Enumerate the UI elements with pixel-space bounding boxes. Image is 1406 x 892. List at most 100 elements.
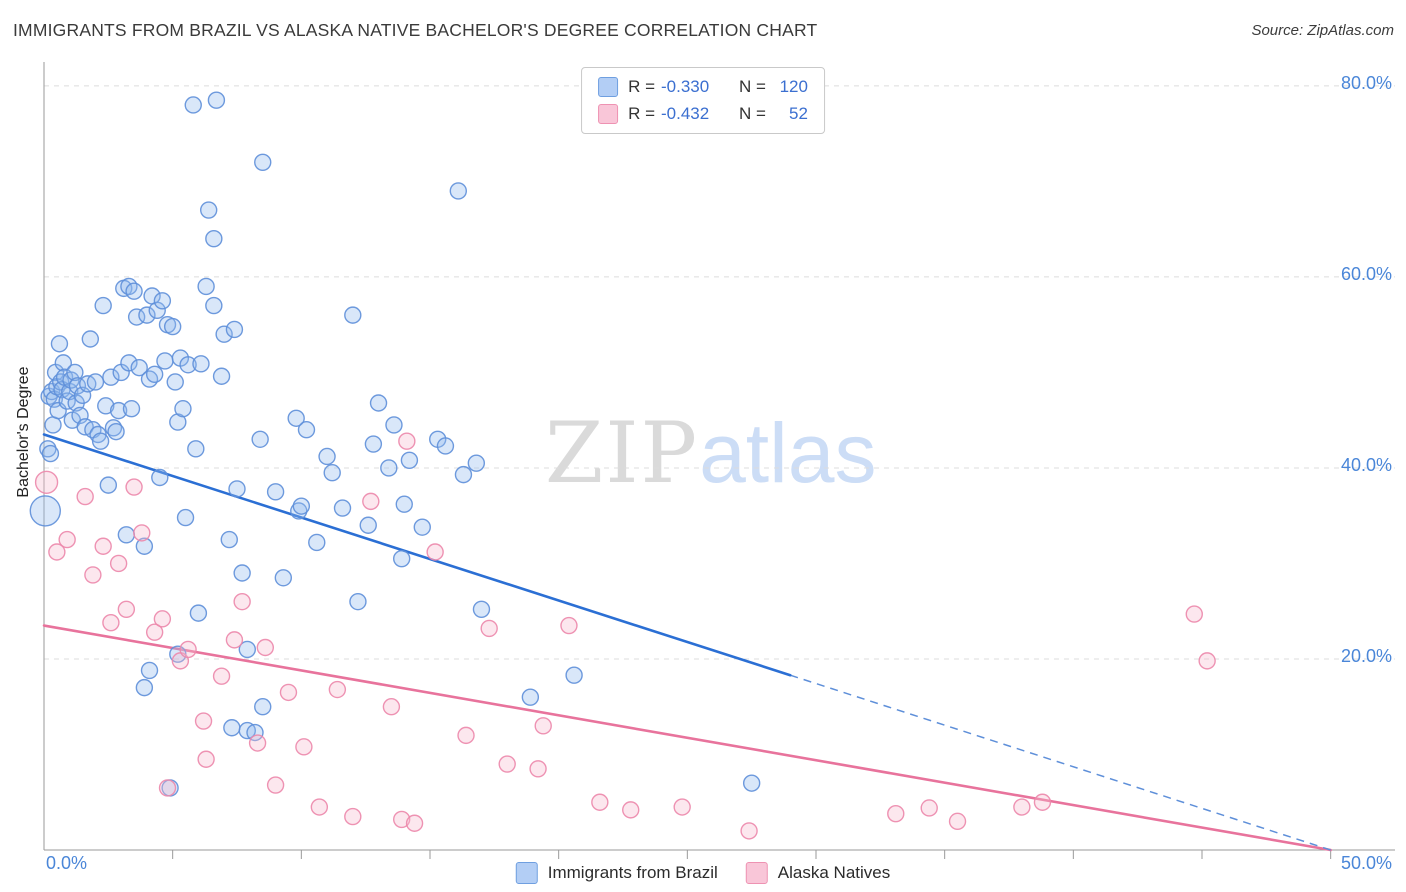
scatter-point-brazil [400,451,419,469]
scatter-point-brazil [207,91,226,109]
n-value: 120 [779,77,808,96]
blue-series-swatch-icon [515,862,538,884]
scatter-point-alaska [102,613,120,632]
scatter-point-brazil [66,363,84,382]
scatter-point-alaska [310,798,329,816]
scatter-point-brazil [130,358,148,377]
scatter-point-alaska [133,524,151,542]
scatter-point-alaska [673,798,691,816]
trend-line-brazil-extension [790,674,1331,851]
legend-item-brazil[interactable]: Immigrants from Brazil [515,862,718,884]
scatter-point-alaska [145,623,164,641]
scatter-point-brazil [344,306,362,324]
scatter-point-alaska [1013,798,1031,816]
scatter-point-brazil [140,370,159,388]
scatter-point-brazil [197,277,215,296]
scatter-point-brazil [205,296,223,315]
scatter-point-alaska [225,631,244,649]
scatter-point-brazil [251,430,269,448]
scatter-point-brazil [140,661,159,680]
scatter-point-brazil [742,774,761,792]
scatter-point-alaska [233,592,251,611]
scatter-point-alaska [426,543,444,561]
scatter-point-alaska [1198,652,1216,670]
scatter-point-brazil [153,292,172,310]
scatter-point-alaska [948,812,967,831]
scatter-point-alaska [158,779,177,797]
scatter-point-alaska [529,760,547,778]
scatter-point-alaska [153,610,172,628]
scatter-point-brazil [380,459,398,477]
scatter-point-brazil [228,480,246,498]
scatter-point-brazil [292,497,311,515]
pink-series-swatch-icon [598,104,619,124]
scatter-point-alaska [382,698,401,716]
scatter-point-brazil [179,356,197,374]
scatter-point-brazil [225,320,244,339]
scatter-point-brazil [135,537,154,555]
scatter-point-brazil [392,549,411,568]
zipatlas-watermark: ZIPatlas [545,404,877,502]
trend-line-brazil [42,433,792,677]
scatter-point-brazil [395,495,413,513]
scatter-point-brazil [413,518,431,536]
scatter-point-brazil [436,437,455,455]
scatter-point-alaska [256,638,275,657]
scatter-point-alaska [94,537,112,555]
scatter-point-alaska [179,640,197,659]
scatter-point-alaska [328,680,347,699]
scatter-point-brazil [449,182,468,200]
scatter-point-alaska [498,755,516,773]
scatter-point-brazil [174,400,192,418]
scatter-point-alaska [117,600,136,619]
scatter-point-alaska [1185,605,1203,623]
scatter-point-brazil [156,352,174,370]
scatter-point-brazil [254,698,272,716]
scatter-point-brazil [166,373,184,391]
scatter-point-alaska [84,566,102,584]
y-tick-label-40: 40.0% [1340,455,1392,475]
scatter-point-alaska [392,810,411,829]
scatter-point-brazil [189,604,208,622]
scatter-point-brazil [297,421,316,439]
scatter-point-brazil [287,409,305,427]
x-axis-min-label: 0.0% [46,853,88,873]
scatter-point-brazil [151,468,169,487]
scatter-point-brazil [220,530,238,549]
scatter-point-brazil [107,422,125,441]
scatter-point-brazil [44,416,62,434]
stats-legend-box: R = -0.330 N = 120 R = -0.432 N = 52 [581,67,825,134]
scatter-point-alaska [740,822,758,840]
scatter-point-brazil [254,153,272,171]
scatter-point-alaska [362,492,380,511]
scatter-point-brazil [215,325,233,343]
scatter-point-brazil [359,516,377,534]
source-credit: Source: ZipAtlas.com [1251,22,1394,39]
legend-item-alaska[interactable]: Alaska Natives [745,862,891,884]
scatter-point-alaska [457,726,475,745]
scatter-point-alaska [480,619,498,638]
scatter-point-alaska [76,487,94,506]
scatter-point-alaska [48,543,66,561]
blue-series-swatch-icon [598,77,619,97]
scatter-point-brazil [117,526,136,544]
trend-line-alaska [42,624,1332,852]
scatter-point-alaska [212,667,231,685]
scatter-point-brazil [148,301,166,320]
scatter-point-alaska [344,807,362,826]
r-label: R = [628,104,655,123]
scatter-point-brazil [308,533,326,552]
scatter-point-brazil [212,367,231,385]
scatter-point-brazil [274,569,293,587]
scatter-point-alaska [109,554,128,573]
scatter-point-alaska [405,814,424,832]
y-tick-label-20: 20.0% [1340,646,1392,666]
scatter-point-brazil [122,400,141,418]
scatter-point-brazil [138,306,156,324]
scatter-point-brazil [135,678,154,697]
scatter-point-brazil [205,230,223,248]
legend-label-alaska: Alaska Natives [777,863,891,882]
r-value: -0.432 [661,104,710,123]
scatter-point-brazil [176,508,195,527]
